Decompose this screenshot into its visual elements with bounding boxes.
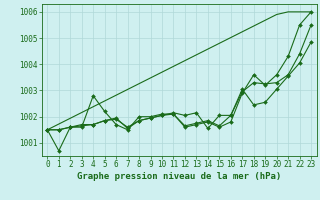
X-axis label: Graphe pression niveau de la mer (hPa): Graphe pression niveau de la mer (hPa) xyxy=(77,172,281,181)
